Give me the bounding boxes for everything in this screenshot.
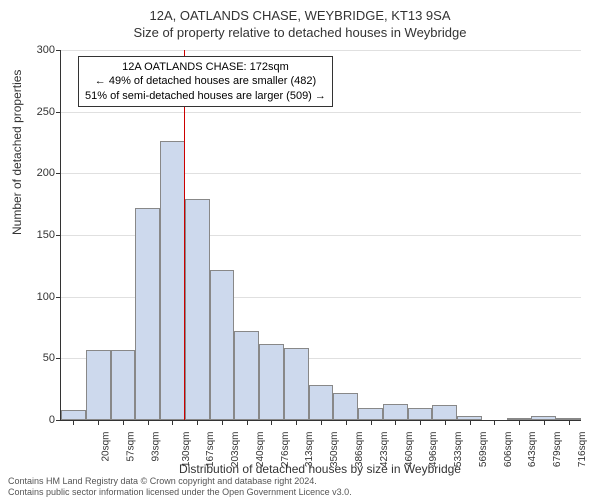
histogram-bar [160,141,185,420]
xtick-mark [371,420,372,425]
xtick-mark [420,420,421,425]
ytick-mark [56,420,61,421]
ytick-mark [56,50,61,51]
xtick-mark [494,420,495,425]
xtick-mark [148,420,149,425]
xtick-mark [296,420,297,425]
chart-container: 12A, OATLANDS CHASE, WEYBRIDGE, KT13 9SA… [0,0,600,500]
histogram-bar [309,385,334,420]
ytick-mark [56,297,61,298]
ytick-label: 0 [15,414,55,426]
annotation-line3: 51% of semi-detached houses are larger (… [85,89,326,103]
ytick-label: 50 [15,352,55,364]
xtick-label: 20sqm [101,432,112,462]
chart-plot-area: 05010015020025030020sqm57sqm93sqm130sqm1… [60,50,580,420]
annotation-box: 12A OATLANDS CHASE: 172sqm ← 49% of deta… [78,56,333,107]
histogram-bar [358,408,383,420]
xtick-mark [321,420,322,425]
histogram-bar [408,408,433,420]
histogram-bar [135,208,160,420]
footer-line1: Contains HM Land Registry data © Crown c… [8,476,352,487]
histogram-bar [432,405,457,420]
xtick-mark [519,420,520,425]
footer-line2: Contains public sector information licen… [8,487,352,498]
histogram-bar [333,393,358,420]
xtick-mark [123,420,124,425]
histogram-bar [210,270,235,420]
ytick-mark [56,112,61,113]
xtick-label: 57sqm [126,432,137,462]
ytick-label: 100 [15,291,55,303]
footer-attribution: Contains HM Land Registry data © Crown c… [8,476,352,498]
gridline [61,112,581,113]
ytick-label: 300 [15,44,55,56]
histogram-bar [234,331,259,420]
y-axis-label: Number of detached properties [10,70,24,235]
histogram-bar [383,404,408,420]
chart-title-line1: 12A, OATLANDS CHASE, WEYBRIDGE, KT13 9SA [0,0,600,23]
x-axis-label: Distribution of detached houses by size … [60,462,580,476]
gridline [61,173,581,174]
xtick-mark [470,420,471,425]
xtick-mark [395,420,396,425]
xtick-mark [569,420,570,425]
xtick-mark [98,420,99,425]
xtick-mark [544,420,545,425]
histogram-bar [111,350,136,420]
xtick-mark [247,420,248,425]
xtick-mark [73,420,74,425]
histogram-bar [259,344,284,420]
xtick-label: 93sqm [150,432,161,462]
histogram-bar [61,410,86,420]
ytick-label: 150 [15,229,55,241]
ytick-mark [56,358,61,359]
annotation-line1: 12A OATLANDS CHASE: 172sqm [85,60,326,74]
ytick-label: 250 [15,106,55,118]
ytick-mark [56,235,61,236]
ytick-mark [56,173,61,174]
chart-title-line2: Size of property relative to detached ho… [0,23,600,40]
ytick-label: 200 [15,167,55,179]
xtick-mark [197,420,198,425]
histogram-bar [284,348,309,420]
xtick-mark [346,420,347,425]
xtick-mark [222,420,223,425]
xtick-mark [172,420,173,425]
histogram-bar [86,350,111,420]
annotation-line2: ← 49% of detached houses are smaller (48… [85,74,326,88]
histogram-bar [185,199,210,420]
xtick-mark [445,420,446,425]
xtick-mark [271,420,272,425]
gridline [61,50,581,51]
